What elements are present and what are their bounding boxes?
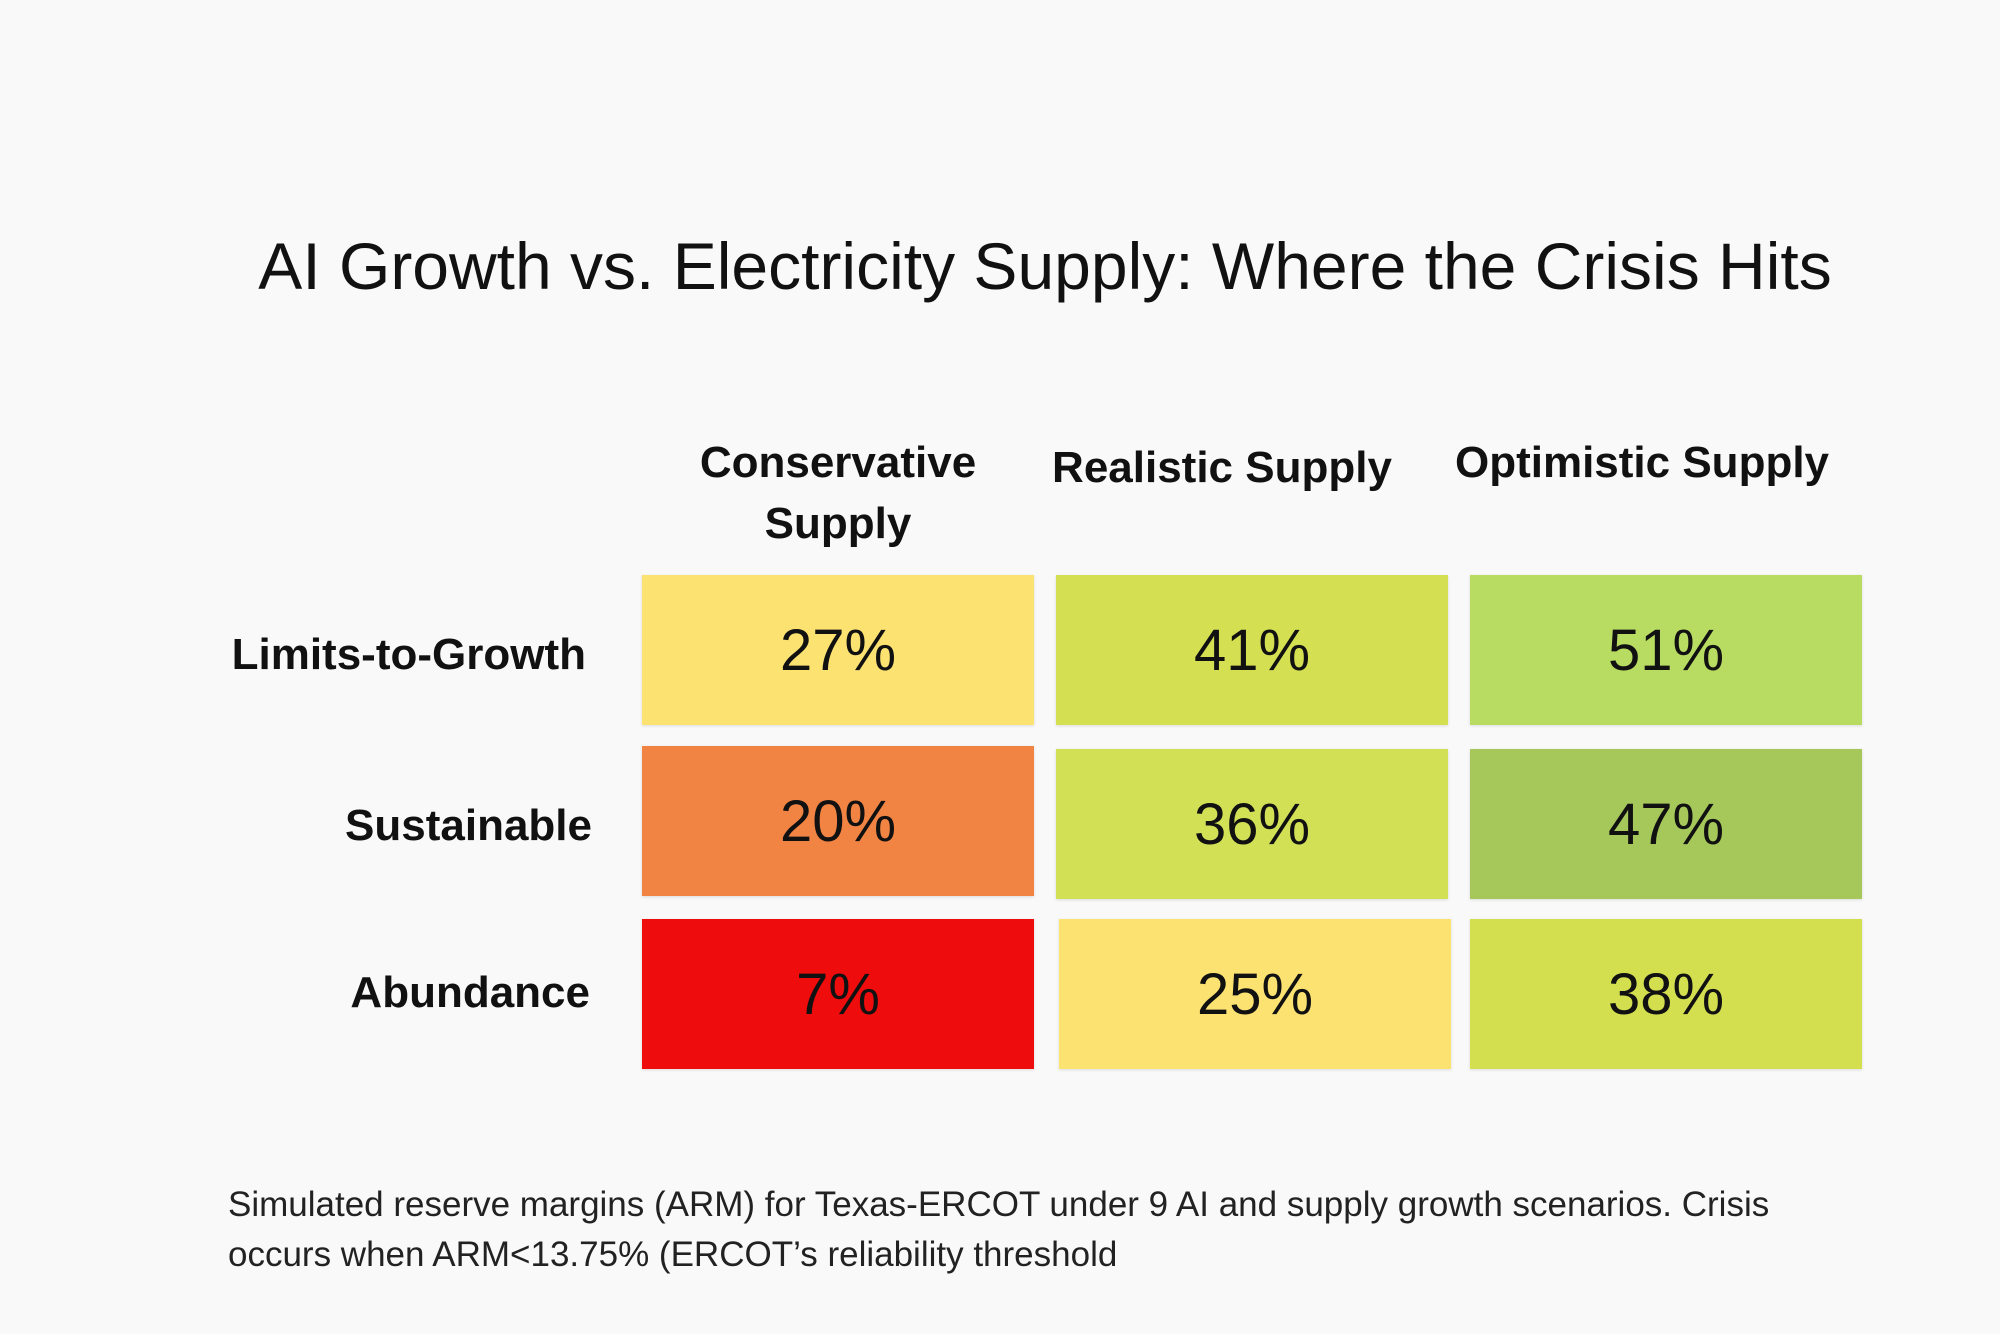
chart-caption: Simulated reserve margins (ARM) for Texa… xyxy=(228,1180,1868,1280)
row-label-sustainable: Sustainable xyxy=(345,801,592,850)
column-header-realistic: Realistic Supply xyxy=(1052,443,1392,492)
caption-line: Simulated reserve margins (ARM) for Texa… xyxy=(228,1185,1770,1224)
heatmap-cell: 47% xyxy=(1470,749,1862,899)
column-header-conservative: Conservative Supply xyxy=(699,438,977,548)
column-header-optimistic: Optimistic Supply xyxy=(1454,438,1830,487)
heatmap-cell: 41% xyxy=(1056,575,1448,725)
heatmap-cell: 25% xyxy=(1059,919,1451,1069)
heatmap-cell: 51% xyxy=(1470,575,1862,725)
heatmap-cell: 27% xyxy=(642,575,1034,725)
heatmap-cell: 38% xyxy=(1470,919,1862,1069)
heatmap-cell: 36% xyxy=(1056,749,1448,899)
chart-title: AI Growth vs. Electricity Supply: Where … xyxy=(258,229,1832,303)
heatmap-cell: 20% xyxy=(642,746,1034,896)
row-label-limits-to-growth: Limits-to-Growth xyxy=(231,630,586,679)
caption-line: occurs when ARM<13.75% (ERCOT’s reliabil… xyxy=(228,1235,1118,1274)
row-label-abundance: Abundance xyxy=(350,968,590,1017)
heatmap-cell: 7% xyxy=(642,919,1034,1069)
